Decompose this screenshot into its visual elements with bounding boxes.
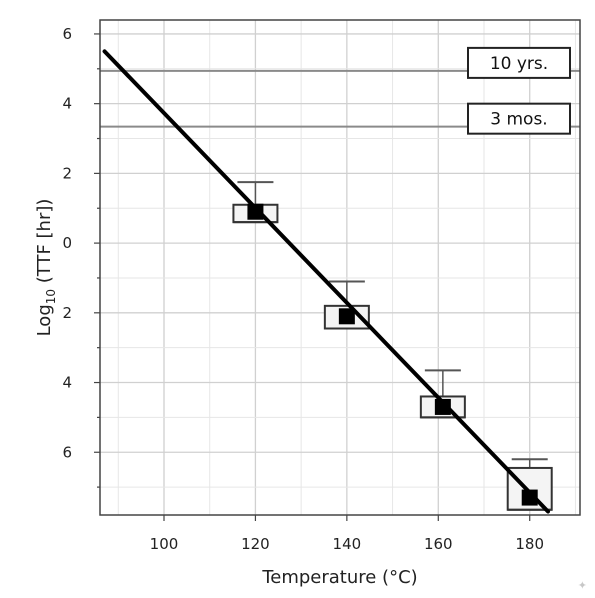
x-tick-label: 140 xyxy=(333,535,362,553)
y-tick-label: 6 xyxy=(62,443,72,461)
reference-labels: 10 yrs. 3 mos. xyxy=(467,46,571,135)
y-axis-title-main: Log xyxy=(34,304,55,336)
data-markers xyxy=(247,203,538,506)
reference-label-box xyxy=(467,46,571,79)
y-tick-label: 0 xyxy=(62,234,72,252)
reference-label-box xyxy=(467,102,571,135)
y-axis-title: Log10 (TTF [hr]) xyxy=(34,199,58,337)
plot-area-frame xyxy=(99,19,581,516)
y-tick-label: 2 xyxy=(62,164,72,182)
y-axis-title-subscript: 10 xyxy=(44,289,58,304)
y-tick-label: 4 xyxy=(62,374,72,392)
x-tick-label: 180 xyxy=(515,535,544,553)
x-tick-label: 120 xyxy=(241,535,270,553)
data-point xyxy=(521,489,538,506)
y-axis-ticks: 6 4 2 0 2 4 6 xyxy=(62,25,100,488)
x-axis-ticks: 100 120 140 160 180 xyxy=(150,515,544,553)
x-axis-title: Temperature (°C) xyxy=(261,567,417,588)
x-tick-label: 100 xyxy=(150,535,179,553)
data-point xyxy=(247,203,264,220)
x-tick-label: 160 xyxy=(424,535,453,553)
y-tick-label: 4 xyxy=(62,95,72,113)
reference-label: 3 mos. xyxy=(490,110,547,130)
y-axis-title-rest: (TTF [hr]) xyxy=(34,199,55,289)
data-point xyxy=(434,398,451,415)
grid xyxy=(100,20,580,515)
y-tick-label: 2 xyxy=(62,304,72,322)
fit-line xyxy=(102,49,550,514)
reference-label: 10 yrs. xyxy=(490,54,548,74)
y-tick-label: 6 xyxy=(62,25,72,43)
watermark-icon: ✦ xyxy=(577,579,587,592)
data-point xyxy=(338,308,355,325)
